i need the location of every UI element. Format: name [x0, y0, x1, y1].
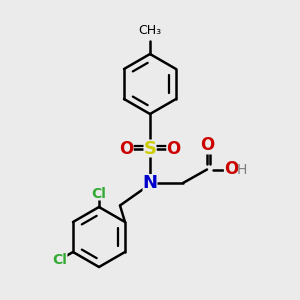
Text: CH₃: CH₃ [138, 25, 162, 38]
Text: O: O [119, 140, 134, 158]
Text: N: N [142, 174, 158, 192]
Text: O: O [224, 160, 238, 178]
Text: Cl: Cl [52, 253, 68, 266]
Text: H: H [236, 163, 247, 176]
Text: S: S [143, 140, 157, 158]
Text: O: O [166, 140, 181, 158]
Text: O: O [200, 136, 214, 154]
Text: Cl: Cl [92, 187, 106, 200]
